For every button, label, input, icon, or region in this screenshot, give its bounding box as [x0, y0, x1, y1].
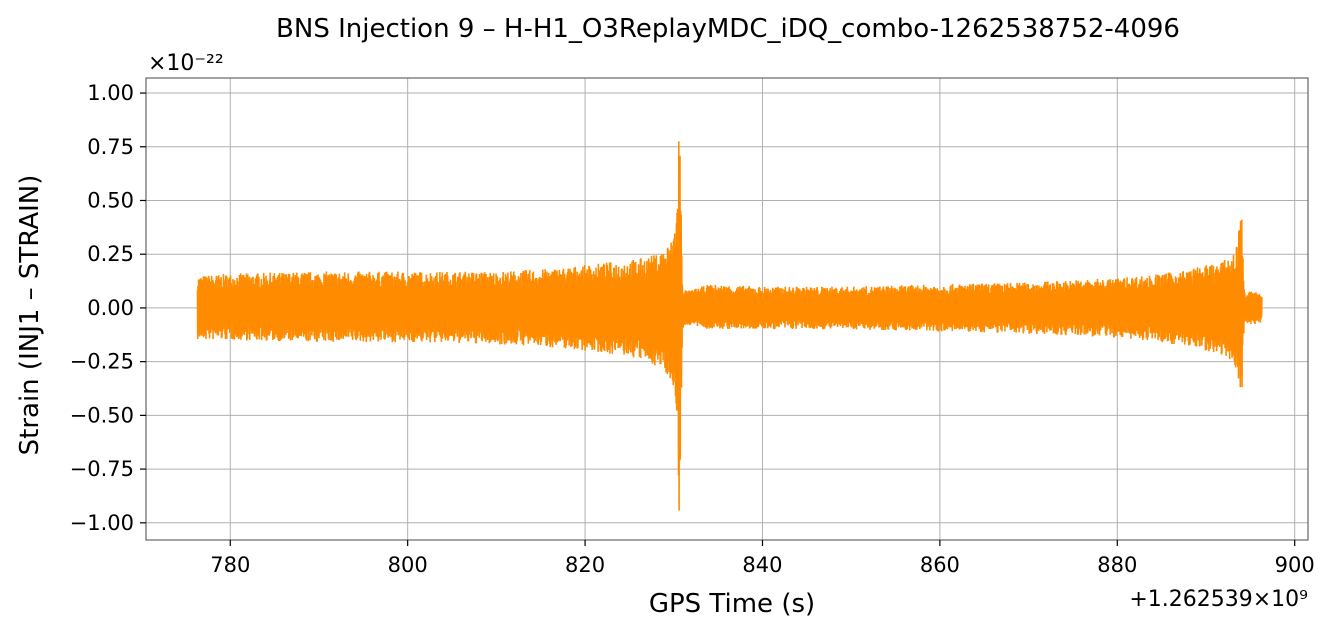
y-tick-label: −0.75: [70, 457, 134, 481]
y-tick-label: −1.00: [70, 511, 134, 535]
y-tick-label: 0.50: [87, 188, 134, 212]
x-tick-label: 780: [210, 553, 250, 577]
x-offset-label: +1.262539×10⁹: [1129, 587, 1308, 612]
y-tick-label: −0.25: [70, 350, 134, 374]
strain-series-line: [196, 141, 1263, 511]
y-axis-label: Strain (INJ1 – STRAIN): [15, 175, 45, 456]
y-tick-label: 0.25: [87, 242, 134, 266]
x-axis-label: GPS Time (s): [649, 589, 815, 619]
y-scale-label: ×10⁻²²: [148, 51, 224, 76]
x-tick-label: 800: [388, 553, 428, 577]
y-tick-label: 0.75: [87, 135, 134, 159]
x-tick-label: 900: [1275, 553, 1315, 577]
x-tick-label: 820: [565, 553, 605, 577]
y-tick-label: −0.50: [70, 403, 134, 427]
ticks: 780 800 820 840 860 880 900 1.00 0.75 0.50 0.25 0.0…: [70, 81, 1315, 577]
x-tick-label: 860: [920, 553, 960, 577]
x-tick-label: 880: [1097, 553, 1137, 577]
y-tick-label: 0.00: [87, 296, 134, 320]
x-tick-label: 840: [742, 553, 782, 577]
axes-frame: [145, 77, 1309, 541]
y-tick-label: 1.00: [87, 81, 134, 105]
chart-title: BNS Injection 9 – H-H1_O3ReplayMDC_iDQ_c…: [276, 14, 1180, 44]
data-layer: [196, 141, 1263, 511]
grid: [146, 78, 1308, 540]
